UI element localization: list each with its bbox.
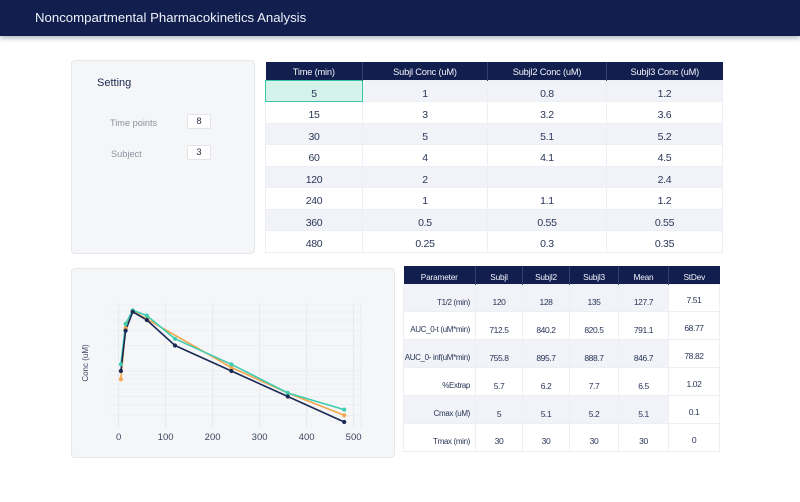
svg-text:Conc (uM): Conc (uM) (81, 344, 90, 382)
svg-text:300: 300 (252, 432, 268, 443)
svg-text:400: 400 (299, 432, 315, 443)
svg-text:0: 0 (116, 432, 121, 443)
svg-text:500: 500 (346, 432, 362, 443)
svg-text:200: 200 (205, 432, 221, 443)
svg-text:100: 100 (158, 432, 174, 443)
